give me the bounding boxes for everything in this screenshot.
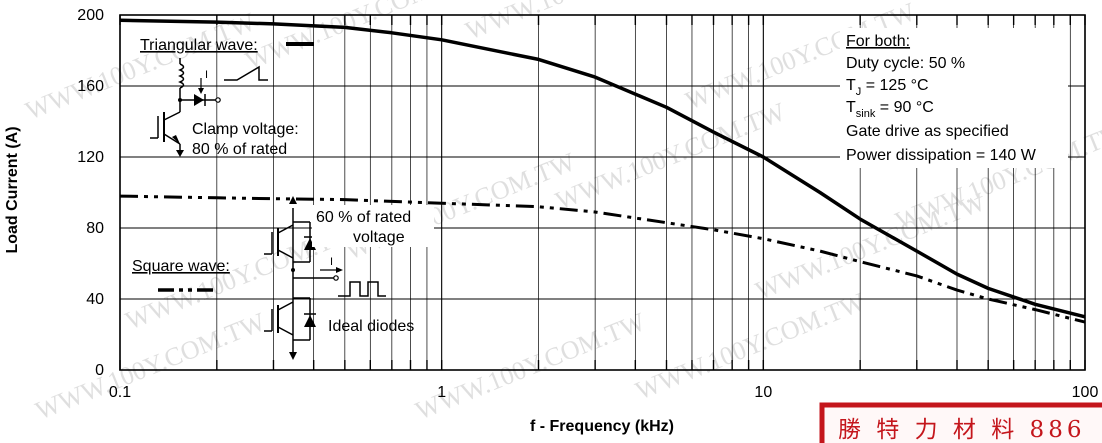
clamp-voltage-line2: 80 % of rated bbox=[192, 141, 287, 158]
for-both-label: For both: bbox=[846, 33, 910, 50]
ideal-diodes-label: Ideal diodes bbox=[328, 318, 414, 335]
triangular-waveform-icon bbox=[224, 65, 268, 81]
triangular-wave-line bbox=[119, 18, 1086, 319]
tj-prefix: T bbox=[846, 77, 856, 94]
midpoint-node bbox=[291, 268, 295, 272]
triangular-annotation: Triangular wave: I Clamp voltage: 80 % o… bbox=[140, 37, 314, 158]
watermark-text: WWW.100Y.COM.TW bbox=[21, 7, 259, 126]
circuit-wire bbox=[163, 133, 181, 145]
tj-subscript: J bbox=[856, 86, 862, 98]
square-wave-label: Square wave: bbox=[132, 258, 230, 275]
x-tick-labels: 0.1 1 10 100 bbox=[109, 384, 1099, 401]
duty-cycle-text: Duty cycle: 50 % bbox=[846, 55, 965, 72]
square-current-symbol: I bbox=[330, 256, 333, 268]
square-waveform-icon bbox=[338, 281, 386, 297]
circuit-wire bbox=[277, 224, 294, 234]
rated-voltage-backdrop bbox=[312, 205, 434, 247]
square-current-arrow-head bbox=[336, 267, 343, 273]
rated-voltage-line1: 60 % of rated bbox=[316, 209, 411, 226]
square-annotation: Square wave: I bbox=[132, 196, 434, 360]
current-arrow-head bbox=[198, 88, 204, 94]
bottom-arrow-icon bbox=[289, 352, 297, 360]
x-tick-label: 0.1 bbox=[109, 384, 131, 401]
circuit-wire bbox=[163, 111, 181, 121]
square-wave-line bbox=[119, 194, 1086, 324]
y-tick-label: 120 bbox=[77, 149, 104, 166]
tsink-value: = 90 °C bbox=[875, 99, 933, 116]
y-tick-label: 160 bbox=[77, 78, 104, 95]
watermark-text: WWW.100Y.COM.TW bbox=[551, 97, 789, 216]
triangular-wave-label: Triangular wave: bbox=[140, 37, 258, 54]
axis-ticks bbox=[119, 15, 1086, 370]
y-tick-label: 200 bbox=[77, 7, 104, 24]
plot-frame bbox=[119, 14, 1086, 371]
tsink-subscript: sink bbox=[856, 108, 876, 120]
circuit-wire bbox=[277, 301, 294, 311]
circuit-terminal bbox=[215, 97, 221, 103]
stamp-frame bbox=[819, 402, 1102, 443]
power-dissipation-text: Power dissipation = 140 W bbox=[846, 147, 1037, 164]
y-axis-title: Load Current (A) bbox=[4, 126, 21, 253]
watermark-text: WWW.100Y.COM.TW bbox=[411, 307, 649, 426]
rated-voltage-line2: voltage bbox=[353, 229, 405, 246]
current-symbol: I bbox=[205, 69, 208, 81]
tsink-text: Tsink = 90 °C bbox=[846, 99, 934, 120]
output-terminal bbox=[333, 275, 339, 281]
tsink-prefix: T bbox=[846, 99, 856, 116]
emitter-arrow bbox=[172, 135, 180, 144]
watermark-text: WWW.100Y.COM.TW bbox=[241, 0, 479, 76]
gate-drive-text: Gate drive as specified bbox=[846, 123, 1009, 140]
stamp-text: 勝 特 力 材 料 886 bbox=[838, 417, 1085, 443]
tj-text: TJ = 125 °C bbox=[846, 77, 929, 98]
tj-value: = 125 °C bbox=[861, 77, 928, 94]
y-tick-label: 80 bbox=[86, 220, 104, 237]
conditions-backdrop bbox=[840, 28, 1068, 168]
ground-arrow-icon bbox=[176, 150, 184, 157]
top-arrow-icon bbox=[289, 196, 297, 204]
stamp-logo: 勝 特 力 材 料 886 bbox=[819, 402, 1102, 443]
x-tick-label: 100 bbox=[1072, 384, 1099, 401]
x-tick-label: 10 bbox=[754, 384, 772, 401]
x-axis-title: f - Frequency (kHz) bbox=[530, 418, 674, 435]
diode-icon bbox=[194, 94, 204, 106]
watermark-text: WWW.100Y.COM.TW bbox=[461, 0, 699, 46]
clamp-voltage-line1: Clamp voltage: bbox=[192, 121, 299, 138]
watermark-text: WWW.100Y.COM.TW bbox=[631, 287, 869, 406]
x-tick-label: 1 bbox=[437, 384, 446, 401]
circuit-wire bbox=[277, 326, 294, 336]
lower-diode-icon bbox=[304, 315, 316, 327]
y-tick-labels: 0 40 80 120 160 200 bbox=[77, 7, 104, 379]
conditions-note: For both: Duty cycle: 50 % TJ = 125 °C T… bbox=[840, 28, 1068, 168]
y-tick-label: 40 bbox=[86, 291, 104, 308]
y-tick-label: 0 bbox=[95, 362, 104, 379]
circuit-wire bbox=[277, 249, 294, 259]
inductor-icon bbox=[178, 63, 185, 89]
series-lines bbox=[119, 18, 1086, 324]
